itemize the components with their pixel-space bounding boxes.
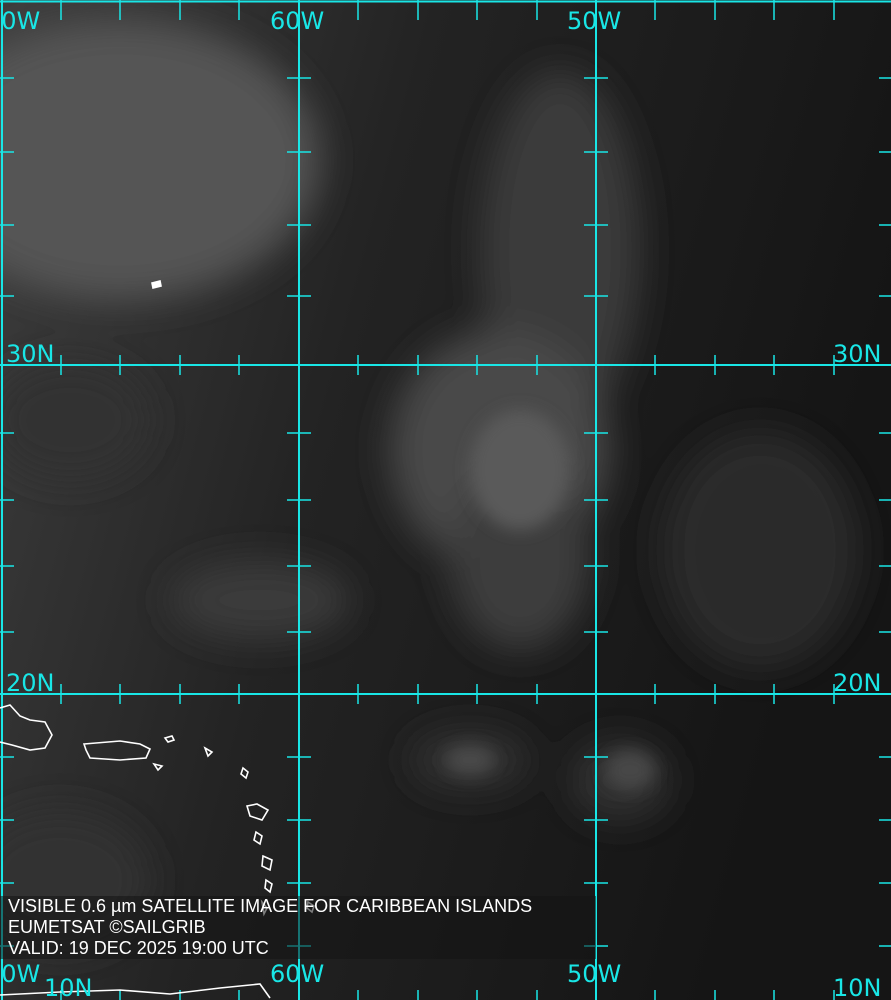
lon-label-bottom-60w: 60W: [270, 960, 325, 988]
caption-valid-time: VALID: 19 DEC 2025 19:00 UTC: [8, 938, 269, 958]
caption-title: VISIBLE 0.6 µm SATELLITE IMAGE FOR CARIB…: [8, 896, 533, 916]
lon-label-bottom-50w: 50W: [567, 960, 622, 988]
lat-label-left-10n: 10N: [44, 974, 93, 1000]
lat-label-right-10n: 10N: [833, 974, 882, 1000]
image-caption: VISIBLE 0.6 µm SATELLITE IMAGE FOR CARIB…: [0, 896, 596, 959]
lat-label-right-20n: 20N: [833, 669, 882, 697]
lon-label-top-50w: 50W: [567, 7, 622, 35]
lat-label-right-30n: 30N: [833, 340, 882, 368]
lat-label-left-20n: 20N: [6, 669, 55, 697]
lon-label-top-70w: 70W: [0, 7, 41, 35]
lat-label-left-30n: 30N: [6, 340, 55, 368]
coastlines: [0, 280, 315, 999]
caption-source: EUMETSAT ©SAILGRIB: [8, 917, 206, 937]
lon-label-top-60w: 60W: [270, 7, 325, 35]
lon-label-bottom-70w: 70W: [0, 960, 41, 988]
